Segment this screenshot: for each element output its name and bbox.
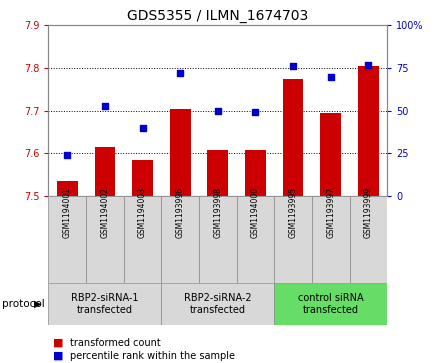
Text: transformed count: transformed count bbox=[70, 338, 160, 348]
Bar bbox=[312, 196, 349, 283]
Bar bbox=[320, 113, 341, 196]
Bar bbox=[199, 196, 237, 283]
Point bbox=[290, 64, 297, 69]
Text: GSM1194000: GSM1194000 bbox=[251, 187, 260, 238]
Text: GSM1194003: GSM1194003 bbox=[138, 187, 147, 238]
Bar bbox=[161, 196, 199, 283]
Bar bbox=[274, 283, 387, 325]
Text: protocol: protocol bbox=[2, 299, 45, 309]
Bar bbox=[274, 196, 312, 283]
Text: GSM1193996: GSM1193996 bbox=[176, 187, 185, 238]
Bar bbox=[124, 196, 161, 283]
Text: percentile rank within the sample: percentile rank within the sample bbox=[70, 351, 235, 361]
Bar bbox=[245, 150, 266, 196]
Bar bbox=[358, 66, 379, 196]
Text: GSM1193999: GSM1193999 bbox=[364, 187, 373, 238]
Bar bbox=[48, 283, 161, 325]
Bar bbox=[170, 109, 191, 196]
Point bbox=[252, 110, 259, 115]
Text: GSM1193998: GSM1193998 bbox=[213, 187, 222, 238]
Text: ■: ■ bbox=[53, 338, 63, 348]
Bar bbox=[86, 196, 124, 283]
Text: GSM1194002: GSM1194002 bbox=[100, 187, 110, 238]
Point bbox=[327, 74, 334, 79]
Text: RBP2-siRNA-1
transfected: RBP2-siRNA-1 transfected bbox=[71, 293, 139, 315]
Point bbox=[101, 103, 108, 109]
Bar bbox=[207, 150, 228, 196]
Point bbox=[139, 125, 146, 131]
Point bbox=[64, 152, 71, 158]
Point bbox=[176, 70, 183, 76]
Title: GDS5355 / ILMN_1674703: GDS5355 / ILMN_1674703 bbox=[127, 9, 308, 23]
Point bbox=[214, 108, 221, 114]
Bar bbox=[48, 196, 86, 283]
Bar bbox=[349, 196, 387, 283]
Text: RBP2-siRNA-2
transfected: RBP2-siRNA-2 transfected bbox=[184, 293, 252, 315]
Bar bbox=[161, 283, 274, 325]
Text: GSM1193997: GSM1193997 bbox=[326, 187, 335, 238]
Text: ■: ■ bbox=[53, 351, 63, 361]
Bar bbox=[57, 181, 77, 196]
Text: ▶: ▶ bbox=[33, 299, 41, 309]
Text: control siRNA
transfected: control siRNA transfected bbox=[298, 293, 363, 315]
Text: GSM1194001: GSM1194001 bbox=[63, 187, 72, 238]
Bar bbox=[95, 147, 115, 196]
Point bbox=[365, 62, 372, 68]
Text: GSM1193995: GSM1193995 bbox=[289, 187, 297, 238]
Bar bbox=[132, 160, 153, 196]
Bar bbox=[237, 196, 274, 283]
Bar bbox=[283, 79, 304, 196]
